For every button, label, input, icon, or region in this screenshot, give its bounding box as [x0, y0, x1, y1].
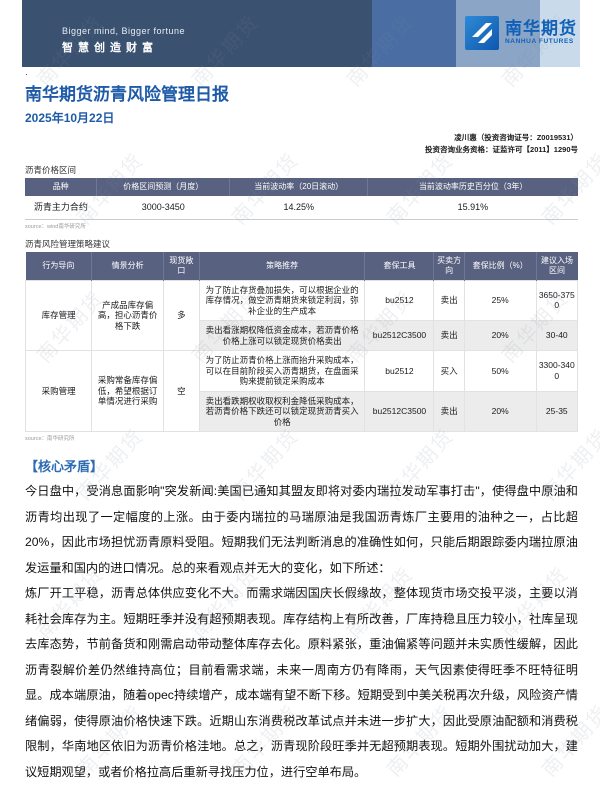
brand-slogan: Bigger mind, Bigger fortune 智慧创造财富 — [62, 26, 185, 55]
logo-name-en: NANHUA FUTURES — [505, 38, 574, 46]
banner-segment-pale — [540, 0, 580, 67]
logo-text: 南华期货 NANHUA FUTURES — [505, 20, 577, 46]
price-table-source: source：wind南华研究所 — [25, 223, 86, 230]
col-strategy: 策略推荐 — [199, 251, 366, 280]
brand-banner: Bigger mind, Bigger fortune 智慧创造财富 南华期货 … — [22, 0, 580, 67]
price-range-table: 品种 价格区间预测（月度） 当前波动率（20日滚动） 当前波动率历史百分位（3年… — [25, 178, 578, 220]
cell-direction: 买入 — [433, 350, 465, 392]
col-price-range: 价格区间预测（月度） — [96, 178, 231, 196]
table-row: 沥青主力合约 3000-3450 14.25% 15.91% — [25, 196, 578, 220]
banner-segment-blue — [372, 0, 456, 67]
table-row: 采购管理 采购常备库存偏低，希望根据订单情况进行采购 空 为了防止沥青价格上涨而… — [24, 350, 579, 432]
cell-tool: bu2512C3500 — [364, 390, 435, 432]
cell-ratio: 50% — [463, 350, 537, 392]
col-ratio: 套保比例（%） — [464, 251, 537, 280]
price-table-header-row: 品种 价格区间预测（月度） 当前波动率（20日滚动） 当前波动率历史百分位（3年… — [25, 178, 578, 196]
page-title: 南华期货沥青风险管理日报 — [25, 85, 229, 104]
strategy-table-source: source：南华研究所 — [25, 436, 75, 442]
cell-direction: 卖出 — [433, 390, 465, 432]
table-row: 卖出看涨期权降低资金成本，若沥青价格价格上涨可以锁定现货价格卖出 bu2512C… — [26, 320, 579, 351]
company-logo: 南华期货 NANHUA FUTURES — [465, 16, 577, 50]
cell-ratio: 25% — [463, 279, 537, 321]
cell-ratio: 20% — [463, 320, 537, 351]
cell-price-range: 3000-3450 — [96, 196, 230, 220]
nanhua-logo-icon — [465, 16, 499, 50]
price-table-title: 沥青价格区间 — [25, 165, 77, 175]
cell-scenario: 采购常备库存偏低，希望根据订单情况进行采购 — [91, 350, 164, 432]
cell-exposure: 多 — [162, 279, 200, 351]
cell-tool: bu2512 — [364, 279, 435, 321]
strategy-table-header-row: 行为导向 情景分析 现货敞口 策略推荐 套保工具 买卖方向 套保比例（%） 建议… — [25, 251, 578, 280]
cell-direction: 卖出 — [433, 320, 465, 351]
core-paragraph: 炼厂开工平稳，沥青总体供应变化不大。而需求端因国庆长假缘故，整体现货市场交投平淡… — [25, 586, 578, 779]
cell-volatility: 14.25% — [229, 196, 368, 220]
stray-dot: · — [25, 69, 28, 79]
col-entry-range: 建议入场区间 — [536, 251, 578, 280]
col-scenario: 情景分析 — [91, 251, 164, 280]
report-date: 2025年10月22日 — [25, 111, 115, 125]
strategy-table-title: 沥青风险管理策略建议 — [25, 238, 111, 249]
cell-variety: 沥青主力合约 — [25, 196, 97, 220]
col-tool: 套保工具 — [364, 251, 435, 280]
cell-strategy: 卖出看跌期权收取权利金降低采购成本，若沥青价格下跌还可以锁定现货沥青买入价格 — [198, 390, 366, 432]
cell-entry-range: 30-40 — [535, 320, 579, 351]
qualification-line: 投资咨询业务资格：证监许可【2011】1290号 — [425, 145, 578, 154]
cell-entry-range: 3300-3400 — [535, 350, 579, 392]
cell-entry-range: 25-35 — [535, 390, 579, 432]
col-behavior: 行为导向 — [25, 251, 93, 280]
slogan-english: Bigger mind, Bigger fortune — [62, 26, 186, 36]
table-row: 卖出看跌期权收取权利金降低采购成本，若沥青价格下跌还可以锁定现货沥青买入价格 b… — [26, 390, 579, 432]
cell-vol-percentile: 15.91% — [367, 196, 578, 220]
cell-ratio: 20% — [463, 390, 537, 432]
core-paragraph: 今日盘中，受消息面影响"突发新闻:美国已通知其盟友即将对委内瑞拉发动军事打击"，… — [25, 484, 578, 575]
col-vol-percentile: 当前波动率历史百分位（3年） — [367, 178, 578, 196]
strategy-table: 行为导向 情景分析 现货敞口 策略推荐 套保工具 买卖方向 套保比例（%） 建议… — [24, 251, 579, 432]
table-row: 库存管理 产成品库存偏高，担心沥青价格下跌 多 为了防止存货叠加损失，可以根据企… — [24, 279, 579, 351]
col-volatility: 当前波动率（20日滚动） — [229, 178, 369, 196]
analyst-info: 凌川惠（投资咨询证号：Z0019531） 投资咨询业务资格：证监许可【2011】… — [25, 132, 578, 156]
cell-tool: bu2512 — [364, 350, 435, 392]
report-content: · 南华期货沥青风险管理日报 2025年10月22日 凌川惠（投资咨询证号：Z0… — [24, 69, 579, 800]
logo-name-cn: 南华期货 — [505, 19, 577, 39]
cell-strategy: 为了防止沥青价格上涨而抬升采购成本，可以在目前阶段买入沥青期货，在盘面采购来提前… — [198, 350, 366, 392]
cell-scenario: 产成品库存偏高，担心沥青价格下跌 — [91, 279, 164, 351]
col-exposure: 现货敞口 — [163, 251, 200, 280]
slogan-chinese: 智慧创造财富 — [62, 42, 158, 54]
cell-strategy: 卖出看涨期权降低资金成本，若沥青价格价格上涨可以锁定现货价格卖出 — [198, 320, 366, 351]
cell-entry-range: 3650-3750 — [535, 279, 579, 321]
core-section-heading: 【核心矛盾】 — [25, 459, 104, 474]
col-direction: 买卖方向 — [433, 251, 465, 280]
cell-behavior: 库存管理 — [24, 279, 93, 351]
cell-tool: bu2512C3500 — [364, 320, 435, 351]
cell-strategy: 为了防止存货叠加损失，可以根据企业的库存情况，做空沥青期货来锁定利润，弥补企业的… — [198, 279, 366, 321]
col-variety: 品种 — [25, 178, 98, 196]
cell-direction: 卖出 — [433, 279, 465, 321]
cell-behavior: 采购管理 — [24, 350, 93, 432]
analyst-name-line: 凌川惠（投资咨询证号：Z0019531） — [454, 133, 578, 142]
cell-exposure: 空 — [162, 350, 200, 432]
